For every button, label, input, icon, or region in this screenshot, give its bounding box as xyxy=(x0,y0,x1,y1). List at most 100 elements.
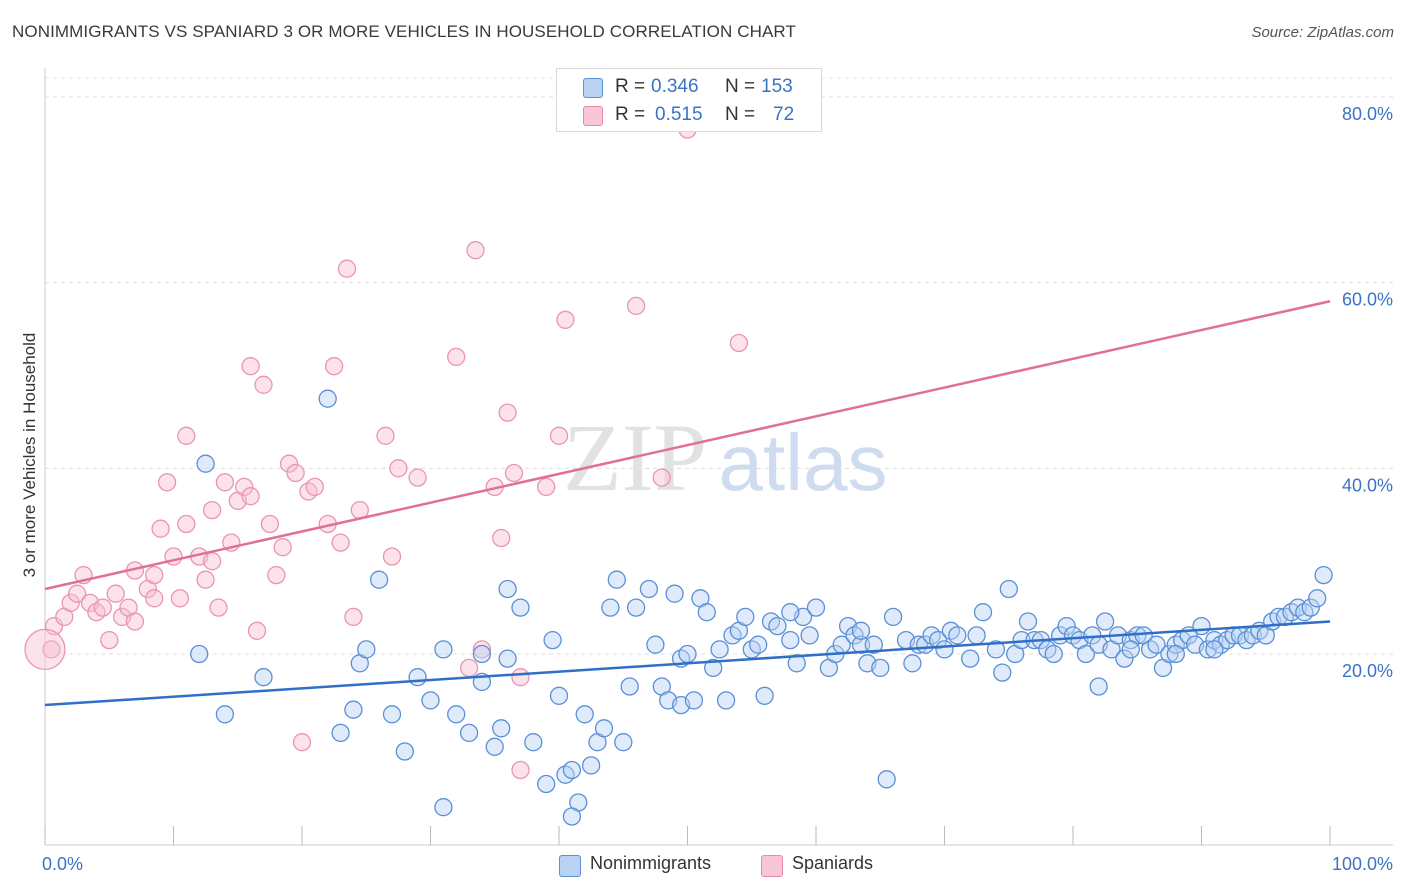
nonimmigrants-point xyxy=(851,621,871,640)
nonimmigrants-point xyxy=(993,663,1012,682)
spaniards-point xyxy=(260,514,280,534)
nonimmigrants-point xyxy=(421,691,440,710)
nonimmigrants-point xyxy=(961,649,980,668)
nonimmigrants-point xyxy=(581,756,601,775)
nonimmigrants-point xyxy=(498,649,517,668)
spaniards-point xyxy=(376,426,395,445)
nonimmigrants-point xyxy=(999,579,1018,599)
nonimmigrants-point xyxy=(382,705,402,724)
y-axis-label: 3 or more Vehicles in Household xyxy=(20,332,39,578)
nonimmigrants-point xyxy=(344,700,363,719)
nonimmigrants-point xyxy=(1301,598,1320,617)
spaniards-legend-label: Spaniards xyxy=(792,853,874,873)
spaniards-point xyxy=(273,538,292,557)
y-tick-label-60: 60.0% xyxy=(1342,290,1393,310)
nonimmigrants-point xyxy=(254,668,273,687)
r-label: R = xyxy=(615,76,646,97)
nonimmigrants-point xyxy=(1166,644,1185,664)
nonimmigrants-point xyxy=(472,644,492,664)
nonimmigrants-point xyxy=(1115,649,1134,668)
nonimmigrants-point xyxy=(434,640,453,659)
nonimmigrants-point xyxy=(543,630,562,650)
spaniards-point-large xyxy=(24,628,66,671)
nonimmigrants-point xyxy=(369,570,389,589)
stats-row-nonimmigrants: R = 0.346 N = 153 xyxy=(557,73,821,101)
nonimmigrants-point xyxy=(646,635,665,654)
stats-legend: R = 0.346 N = 153 R = 0.515 N = 72 xyxy=(556,68,822,132)
nonimmigrants-point xyxy=(1076,644,1096,664)
nonimmigrants-point xyxy=(357,640,376,659)
nonimmigrants-point xyxy=(498,579,517,599)
spaniards-point xyxy=(145,589,164,608)
nonimmigrants-point xyxy=(704,658,723,678)
nonimmigrants-point xyxy=(1147,635,1166,654)
nonimmigrants-point xyxy=(1044,644,1063,664)
spaniards-point xyxy=(209,598,228,617)
spaniards-point xyxy=(241,357,260,376)
nonimmigrants-point xyxy=(331,723,350,743)
spaniards-point xyxy=(267,565,286,585)
spaniards-point xyxy=(549,426,569,445)
spaniards-point xyxy=(157,473,177,492)
spaniards-point xyxy=(215,473,235,492)
nonimmigrants-trend-line xyxy=(44,620,1331,707)
nonimmigrants-point xyxy=(524,733,543,752)
stats-row-spaniards: R = 0.515 N = 72 xyxy=(557,101,821,129)
nonimmigrants-point xyxy=(903,654,922,673)
axes xyxy=(44,68,1393,846)
spaniards-point xyxy=(93,598,112,617)
nonimmigrants-point xyxy=(318,389,337,408)
spaniards-point xyxy=(42,640,61,659)
nonimmigrants-point xyxy=(408,668,427,687)
nonimmigrants-point xyxy=(1121,640,1140,659)
nonimmigrants-point xyxy=(967,626,986,645)
spaniards-trend-line xyxy=(44,300,1331,591)
nonimmigrants-point xyxy=(749,635,768,654)
nonimmigrants-point xyxy=(787,654,806,673)
nonimmigrants-point xyxy=(562,760,582,780)
spaniards-point xyxy=(472,640,492,659)
spaniards-point xyxy=(202,552,222,571)
spaniards-point xyxy=(235,477,254,497)
r-value: 0.515 xyxy=(655,104,703,125)
x-tick-label-min: 0.0% xyxy=(42,854,83,874)
spaniards-point xyxy=(466,241,485,260)
spaniards-point xyxy=(286,463,305,483)
nonimmigrants-point xyxy=(1205,640,1224,659)
spaniards-point xyxy=(492,528,511,548)
nonimmigrants-point xyxy=(614,733,633,752)
r-label: R = xyxy=(615,104,646,125)
nonimmigrants-legend-label: Nonimmigrants xyxy=(590,853,712,873)
nonimmigrants-point xyxy=(871,658,890,678)
nonimmigrants-point xyxy=(948,626,967,645)
spaniards-legend-swatch xyxy=(761,855,783,877)
nonimmigrants-point xyxy=(716,691,736,710)
n-value: 72 xyxy=(773,104,795,125)
spaniards-point xyxy=(177,426,196,445)
spaniards-point xyxy=(447,347,466,367)
spaniards-point xyxy=(729,333,749,353)
nonimmigrants-point xyxy=(973,603,993,622)
nonimmigrants-point xyxy=(800,626,819,645)
spaniards-point xyxy=(100,630,119,650)
nonimmigrants-point xyxy=(607,570,626,589)
spaniards-point xyxy=(170,589,190,608)
nonimmigrants-legend-swatch xyxy=(559,855,581,877)
nonimmigrants-point xyxy=(736,607,755,627)
nonimmigrants-point xyxy=(781,603,800,622)
spaniards-point xyxy=(61,593,80,613)
nonimmigrants-point xyxy=(196,454,215,473)
spaniards-point xyxy=(337,259,357,278)
nonimmigrants-point xyxy=(1018,612,1038,631)
nonimmigrants-point xyxy=(594,719,614,738)
nonimmigrants-point xyxy=(684,691,704,710)
nonimmigrants-point xyxy=(562,807,582,826)
nonimmigrants-swatch xyxy=(583,78,603,98)
nonimmigrants-point xyxy=(447,705,466,724)
nonimmigrants-point xyxy=(549,686,569,705)
spaniards-point xyxy=(125,612,145,631)
spaniards-point xyxy=(106,584,125,603)
spaniards-point xyxy=(305,477,324,497)
nonimmigrants-point xyxy=(781,630,800,650)
n-label: N = xyxy=(725,76,756,97)
